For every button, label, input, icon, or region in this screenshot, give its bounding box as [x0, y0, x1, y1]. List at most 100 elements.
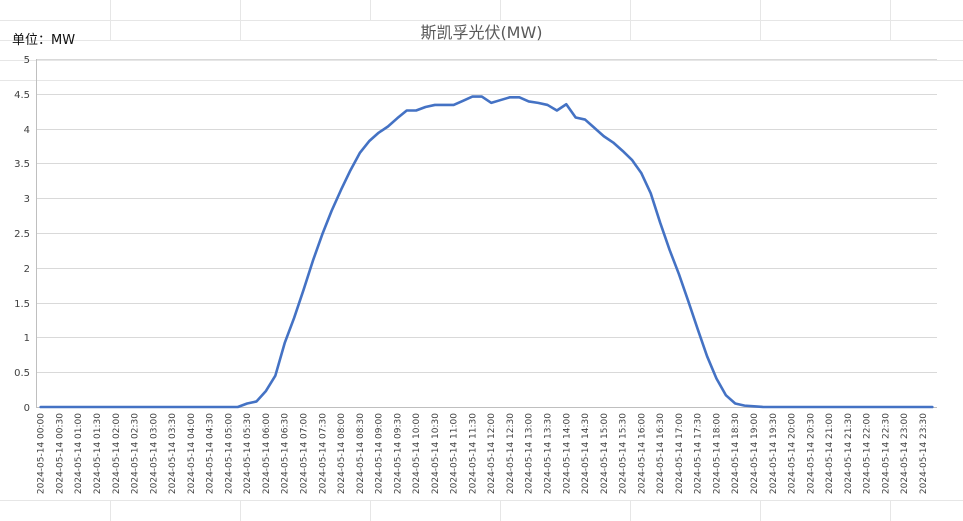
- data-point: [443, 104, 446, 107]
- y-tick-label: 3.5: [14, 159, 30, 170]
- x-tick-label: 2024-05-14 12:30: [506, 413, 516, 494]
- x-tick-label: 2024-05-14 18:00: [712, 413, 722, 494]
- data-point: [424, 106, 427, 109]
- data-point: [818, 406, 821, 409]
- data-point: [565, 103, 568, 106]
- data-point: [321, 233, 324, 236]
- data-point: [912, 406, 915, 409]
- y-tick-label: 0: [24, 403, 30, 414]
- data-point: [893, 406, 896, 409]
- x-tick-label: 2024-05-14 07:30: [318, 413, 328, 494]
- x-tick-label: 2024-05-14 17:00: [675, 413, 685, 494]
- data-point: [847, 406, 850, 409]
- data-point: [922, 406, 925, 409]
- x-tick-label: 2024-05-14 22:30: [881, 413, 891, 494]
- data-point: [471, 95, 474, 98]
- x-tick-label: 2024-05-14 23:30: [919, 413, 929, 494]
- x-tick-label: 2024-05-14 10:00: [412, 413, 422, 494]
- x-tick-label: 2024-05-14 09:30: [393, 413, 403, 494]
- data-point: [631, 159, 634, 162]
- data-point: [387, 125, 390, 128]
- data-point: [133, 406, 136, 409]
- data-point: [462, 99, 465, 102]
- data-point: [687, 300, 690, 303]
- data-point: [58, 406, 61, 409]
- x-tick-label: 2024-05-14 00:30: [56, 413, 66, 494]
- data-point: [725, 394, 728, 397]
- x-tick-label: 2024-05-14 11:30: [468, 413, 478, 494]
- y-tick-label: 4.5: [14, 90, 30, 101]
- data-point: [274, 374, 277, 377]
- x-tick-label: 2024-05-14 05:30: [243, 413, 253, 494]
- data-point: [762, 406, 765, 409]
- data-point: [293, 317, 296, 320]
- data-point: [518, 96, 521, 99]
- data-point: [649, 192, 652, 195]
- data-point: [659, 221, 662, 224]
- data-point: [208, 406, 211, 409]
- x-tick-label: 2024-05-14 02:00: [112, 413, 122, 494]
- data-point: [621, 150, 624, 153]
- x-tick-label: 2024-05-14 07:00: [300, 413, 310, 494]
- data-point: [865, 406, 868, 409]
- x-tick-label: 2024-05-14 11:00: [450, 413, 460, 494]
- data-point: [771, 406, 774, 409]
- data-point: [753, 405, 756, 408]
- data-point: [434, 104, 437, 107]
- data-point: [584, 118, 587, 121]
- data-point: [340, 189, 343, 192]
- data-point: [143, 406, 146, 409]
- data-point: [349, 169, 352, 172]
- data-point: [105, 406, 108, 409]
- data-point: [668, 248, 671, 251]
- data-point: [405, 109, 408, 112]
- x-tick-label: 2024-05-14 13:30: [544, 413, 554, 494]
- data-point: [715, 377, 718, 380]
- data-point: [218, 406, 221, 409]
- data-point: [199, 406, 202, 409]
- x-tick-label: 2024-05-14 21:00: [825, 413, 835, 494]
- data-point: [546, 104, 549, 107]
- data-point: [68, 406, 71, 409]
- data-point: [856, 406, 859, 409]
- x-tick-label: 2024-05-14 13:00: [525, 413, 535, 494]
- x-tick-label: 2024-05-14 15:30: [619, 413, 629, 494]
- data-point: [743, 404, 746, 407]
- data-point: [265, 390, 268, 393]
- y-tick-label: 3: [24, 194, 30, 205]
- data-point: [283, 342, 286, 345]
- data-point: [884, 406, 887, 409]
- data-point: [114, 406, 117, 409]
- x-tick-label: 2024-05-14 14:30: [581, 413, 591, 494]
- data-point: [931, 406, 934, 409]
- data-point: [377, 131, 380, 134]
- data-point: [415, 109, 418, 112]
- data-point: [593, 127, 596, 130]
- x-tick-label: 2024-05-14 10:30: [431, 413, 441, 494]
- data-point: [77, 406, 80, 409]
- x-tick-label: 2024-05-14 20:00: [788, 413, 798, 494]
- data-point: [837, 406, 840, 409]
- data-point: [790, 406, 793, 409]
- x-tick-label: 2024-05-14 14:00: [562, 413, 572, 494]
- x-tick-label: 2024-05-14 17:30: [694, 413, 704, 494]
- x-tick-label: 2024-05-14 08:00: [337, 413, 347, 494]
- data-point: [227, 406, 230, 409]
- data-point: [368, 140, 371, 143]
- data-point: [509, 96, 512, 99]
- y-tick-label: 4: [24, 125, 30, 136]
- y-tick-label: 0.5: [14, 368, 30, 379]
- x-tick-label: 2024-05-14 22:00: [863, 413, 873, 494]
- x-tick-label: 2024-05-14 09:00: [375, 413, 385, 494]
- data-point: [499, 99, 502, 102]
- y-tick-label: 1.5: [14, 299, 30, 310]
- series-line: [39, 95, 934, 409]
- x-tick-label: 2024-05-14 16:00: [637, 413, 647, 494]
- data-point: [359, 152, 362, 155]
- y-tick-label: 2: [24, 264, 30, 275]
- data-point: [678, 273, 681, 276]
- x-tick-label: 2024-05-14 12:00: [487, 413, 497, 494]
- data-point: [706, 355, 709, 358]
